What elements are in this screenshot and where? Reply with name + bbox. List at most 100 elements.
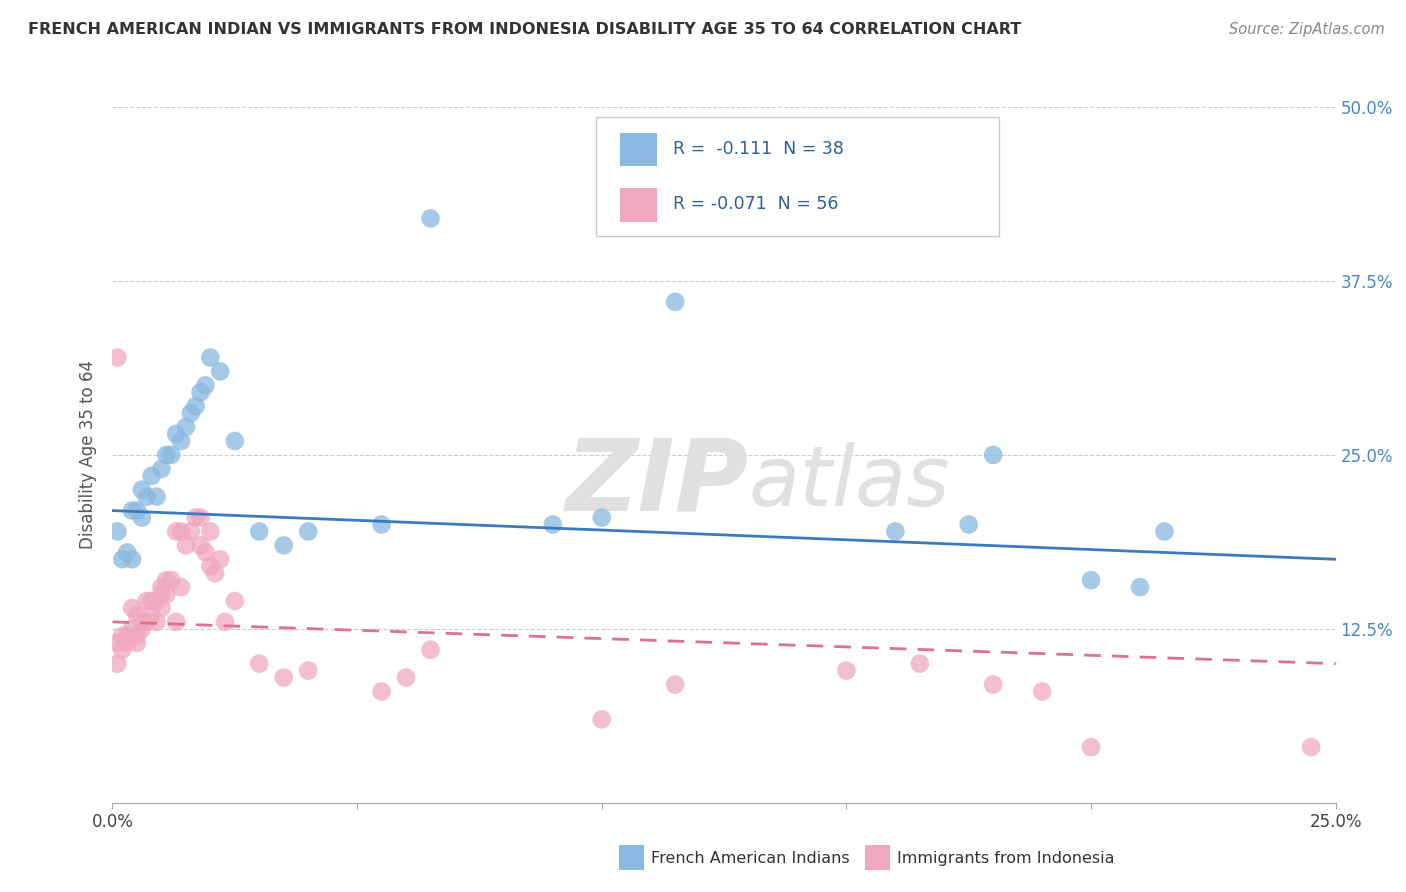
Point bbox=[150, 587, 173, 601]
Point bbox=[125, 636, 148, 650]
Y-axis label: Disability Age 35 to 64: Disability Age 35 to 64 bbox=[79, 360, 97, 549]
Text: French American Indians: French American Indians bbox=[651, 851, 849, 865]
Point bbox=[125, 629, 148, 643]
Point bbox=[111, 629, 134, 643]
Point bbox=[1031, 684, 1053, 698]
Point bbox=[190, 385, 212, 400]
Point bbox=[145, 615, 167, 629]
Point bbox=[111, 642, 134, 657]
Point bbox=[145, 490, 167, 504]
Point bbox=[131, 615, 153, 629]
Point bbox=[184, 510, 207, 524]
Point bbox=[155, 573, 177, 587]
Point bbox=[174, 538, 197, 552]
Point bbox=[165, 615, 187, 629]
Point bbox=[145, 594, 167, 608]
Point bbox=[194, 545, 217, 559]
Text: Source: ZipAtlas.com: Source: ZipAtlas.com bbox=[1229, 22, 1385, 37]
Point bbox=[160, 448, 183, 462]
Point bbox=[105, 351, 128, 365]
Point bbox=[247, 657, 270, 671]
Point bbox=[121, 503, 143, 517]
Point bbox=[105, 524, 128, 539]
Point bbox=[105, 657, 128, 671]
Point bbox=[170, 434, 193, 448]
Point bbox=[1129, 580, 1152, 594]
Point bbox=[131, 622, 153, 636]
Point bbox=[165, 427, 187, 442]
FancyBboxPatch shape bbox=[596, 118, 1000, 235]
Point bbox=[150, 462, 173, 476]
Point bbox=[141, 468, 163, 483]
Point bbox=[981, 448, 1004, 462]
Text: ZIP: ZIP bbox=[565, 434, 748, 532]
Point bbox=[957, 517, 980, 532]
Point bbox=[131, 510, 153, 524]
Point bbox=[214, 615, 236, 629]
Point bbox=[155, 587, 177, 601]
Point bbox=[419, 211, 441, 226]
Point bbox=[174, 420, 197, 434]
Bar bbox=[620, 188, 657, 222]
Point bbox=[1080, 740, 1102, 755]
Point bbox=[835, 664, 858, 678]
Text: atlas: atlas bbox=[748, 442, 950, 524]
Point bbox=[170, 524, 193, 539]
Point bbox=[165, 524, 187, 539]
Point bbox=[884, 524, 907, 539]
Point bbox=[115, 636, 138, 650]
Text: R =  -0.111  N = 38: R = -0.111 N = 38 bbox=[672, 140, 844, 158]
Point bbox=[105, 636, 128, 650]
Point bbox=[297, 524, 319, 539]
Point bbox=[141, 607, 163, 622]
Text: R = -0.071  N = 56: R = -0.071 N = 56 bbox=[672, 195, 838, 213]
Point bbox=[125, 503, 148, 517]
Point bbox=[297, 664, 319, 678]
Point bbox=[224, 434, 246, 448]
Point bbox=[200, 351, 222, 365]
Point bbox=[273, 671, 295, 685]
Point bbox=[170, 580, 193, 594]
Point bbox=[184, 399, 207, 413]
Point bbox=[1080, 573, 1102, 587]
Point bbox=[121, 552, 143, 566]
Point bbox=[115, 629, 138, 643]
Point bbox=[981, 677, 1004, 691]
Point bbox=[395, 671, 418, 685]
Point bbox=[591, 510, 613, 524]
Point bbox=[111, 552, 134, 566]
Point bbox=[419, 642, 441, 657]
Point bbox=[224, 594, 246, 608]
Point bbox=[141, 594, 163, 608]
Text: Immigrants from Indonesia: Immigrants from Indonesia bbox=[897, 851, 1115, 865]
Point bbox=[121, 601, 143, 615]
Point bbox=[121, 622, 143, 636]
Point bbox=[190, 510, 212, 524]
Point bbox=[209, 364, 232, 378]
Point bbox=[1301, 740, 1323, 755]
Point bbox=[150, 580, 173, 594]
Point bbox=[591, 712, 613, 726]
Point bbox=[370, 517, 392, 532]
Point bbox=[180, 406, 202, 420]
Point bbox=[1153, 524, 1175, 539]
Point bbox=[370, 684, 392, 698]
Point bbox=[180, 524, 202, 539]
Point bbox=[247, 524, 270, 539]
Point bbox=[664, 677, 686, 691]
Bar bbox=[620, 133, 657, 166]
Point bbox=[131, 483, 153, 497]
Point bbox=[150, 601, 173, 615]
Point bbox=[200, 559, 222, 574]
Point bbox=[908, 657, 931, 671]
Point bbox=[160, 573, 183, 587]
Point bbox=[194, 378, 217, 392]
Point bbox=[135, 615, 157, 629]
Point bbox=[125, 607, 148, 622]
Point bbox=[273, 538, 295, 552]
Point bbox=[190, 538, 212, 552]
Point bbox=[209, 552, 232, 566]
Point bbox=[200, 524, 222, 539]
Point bbox=[155, 448, 177, 462]
Point bbox=[204, 566, 226, 581]
